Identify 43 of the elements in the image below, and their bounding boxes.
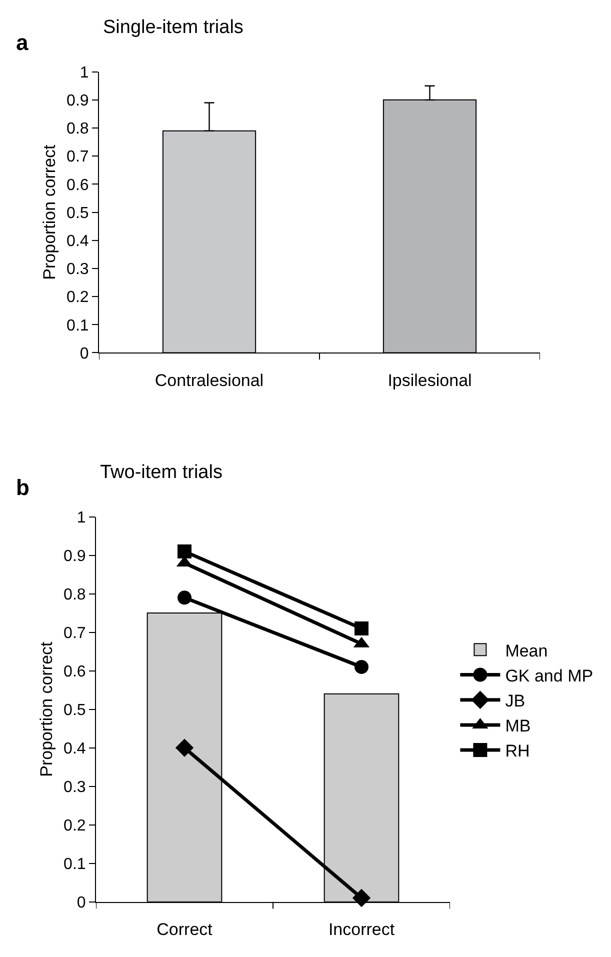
point bbox=[178, 590, 192, 605]
y-tick-label: 0.6 bbox=[66, 176, 89, 194]
y-tick-label: 0.5 bbox=[66, 204, 89, 222]
y-axis-title: Proportion correct bbox=[37, 641, 56, 777]
point bbox=[354, 660, 368, 674]
y-tick-label: 0.8 bbox=[64, 586, 86, 604]
x-tick-label: Correct bbox=[156, 920, 213, 940]
point bbox=[178, 544, 192, 558]
chart-title: Single-item trials bbox=[103, 17, 244, 38]
point bbox=[175, 738, 194, 757]
text: b bbox=[16, 475, 30, 500]
y-tick-label: 0 bbox=[76, 894, 86, 912]
y-tick-label: 0.8 bbox=[66, 120, 89, 138]
point bbox=[354, 621, 368, 636]
chart-title: Two-item trials bbox=[100, 462, 222, 483]
legend-label: JB bbox=[505, 691, 526, 710]
legend-label: GK and MP bbox=[505, 666, 594, 686]
point bbox=[352, 888, 371, 908]
y-tick-label: 1 bbox=[80, 64, 89, 82]
y-tick-label: 0.3 bbox=[64, 778, 86, 796]
text: a bbox=[16, 30, 29, 55]
y-tick-label: 0.2 bbox=[66, 289, 89, 306]
x-tick-label: Incorrect bbox=[328, 920, 395, 940]
y-tick-label: 1 bbox=[76, 509, 86, 526]
legend-label: RH bbox=[505, 742, 530, 761]
y-axis-title: Proportion correct bbox=[40, 144, 60, 280]
y-tick-label: 0.6 bbox=[64, 663, 86, 680]
legend-label: Mean bbox=[505, 641, 548, 660]
y-tick-label: 0.9 bbox=[66, 92, 89, 110]
y-tick-label: 0.1 bbox=[66, 317, 89, 334]
y-tick-label: 0.1 bbox=[64, 856, 86, 873]
y-tick-label: 0.2 bbox=[64, 817, 86, 834]
y-tick-label: 0 bbox=[80, 345, 89, 362]
x-tick-label: Contralesional bbox=[154, 371, 264, 390]
y-tick-label: 0.4 bbox=[64, 740, 86, 758]
legend-label: MB bbox=[505, 716, 531, 736]
y-tick-label: 0.7 bbox=[66, 148, 89, 166]
y-tick-label: 0.7 bbox=[64, 624, 86, 642]
y-tick-label: 0.3 bbox=[66, 261, 89, 278]
x-tick-label: Ipsilesional bbox=[388, 371, 472, 390]
y-tick-label: 0.5 bbox=[64, 702, 86, 719]
y-tick-label: 0.4 bbox=[66, 232, 89, 250]
y-tick-label: 0.9 bbox=[64, 548, 86, 565]
